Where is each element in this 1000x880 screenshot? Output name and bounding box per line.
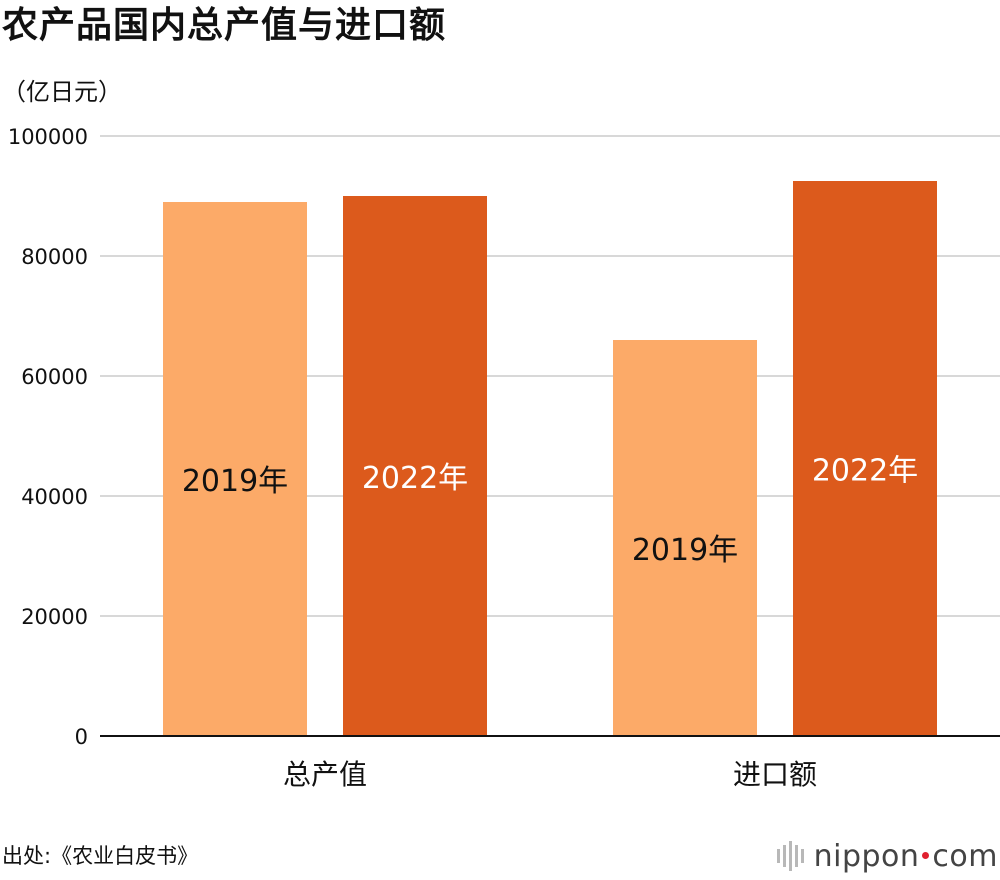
bar bbox=[163, 202, 307, 736]
bar-chart: 0 20000 40000 60000 80000 100000 2019年 2022年总产值… bbox=[8, 125, 1000, 791]
y-tick-label: 80000 bbox=[21, 245, 88, 269]
nippon-logo-text: nippon com bbox=[814, 839, 998, 874]
bar bbox=[613, 340, 757, 736]
bar-data-label: 2022年 bbox=[812, 454, 918, 489]
bar-data-label: 2019年 bbox=[632, 533, 738, 568]
chart-title: 农产品国内总产值与进口额 bbox=[2, 5, 447, 46]
bar bbox=[793, 181, 937, 736]
nippon-logo: nippon com bbox=[776, 836, 998, 876]
y-tick-label: 40000 bbox=[21, 485, 88, 509]
nippon-bars-icon bbox=[776, 841, 804, 871]
y-axis-unit-label: （亿日元） bbox=[2, 78, 122, 106]
x-tick-label: 进口额 bbox=[733, 758, 817, 791]
bar bbox=[343, 196, 487, 736]
y-tick-label: 100000 bbox=[8, 125, 88, 149]
x-tick-label: 总产值 bbox=[283, 758, 367, 791]
brand-domain: com bbox=[932, 838, 998, 874]
bar-data-label: 2019年 bbox=[182, 464, 288, 499]
brand-name: nippon bbox=[813, 838, 920, 874]
brand-dot bbox=[922, 852, 930, 859]
bar-data-label: 2022年 bbox=[362, 461, 468, 496]
source-note: 出处:《农业白皮书》 bbox=[2, 844, 199, 868]
y-tick-label: 20000 bbox=[21, 605, 88, 629]
y-tick-label: 0 bbox=[75, 725, 88, 749]
y-tick-label: 60000 bbox=[21, 365, 88, 389]
